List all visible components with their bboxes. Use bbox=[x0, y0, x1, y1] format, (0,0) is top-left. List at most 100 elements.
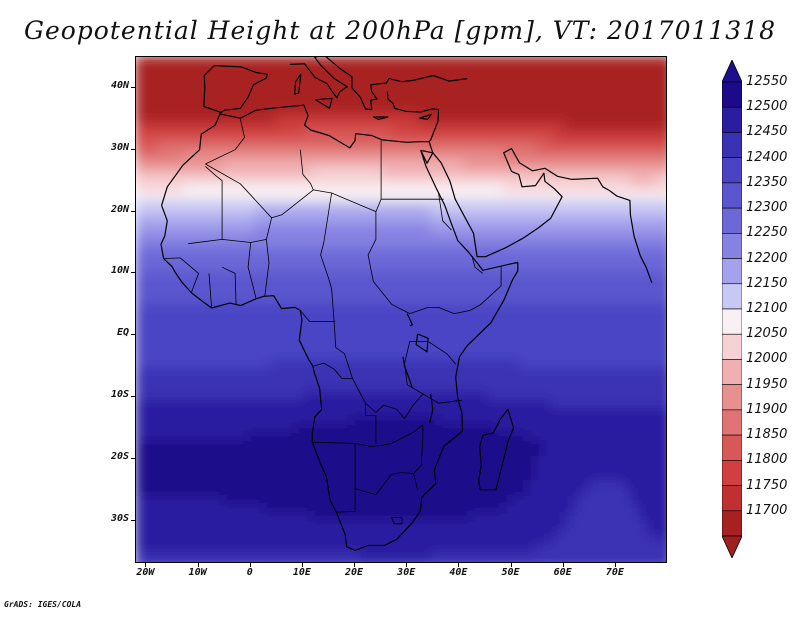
coastline-segment bbox=[386, 91, 440, 143]
coastline-segment bbox=[294, 73, 302, 95]
lon-tick-label: 50E bbox=[501, 567, 520, 578]
colorbar-swatch bbox=[722, 132, 742, 158]
country-border bbox=[354, 472, 414, 496]
coastline-segment bbox=[203, 65, 268, 114]
colorbar-level-label: 12150 bbox=[746, 275, 788, 291]
colorbar-swatch bbox=[722, 233, 742, 259]
coastline-segment bbox=[315, 97, 333, 109]
coastline-segment bbox=[325, 57, 402, 111]
coastline-segment bbox=[373, 116, 389, 121]
lon-tick-mark bbox=[145, 563, 147, 567]
lon-tick-label: 20W bbox=[136, 567, 155, 578]
lon-tick-mark bbox=[562, 563, 564, 567]
coastline-segment bbox=[406, 313, 413, 327]
lat-tick-label: 30N bbox=[110, 141, 129, 153]
lon-tick-label: 70E bbox=[605, 567, 624, 578]
lat-tick-mark bbox=[131, 148, 135, 150]
lon-tick-mark bbox=[354, 563, 356, 567]
colorbar-level-label: 12100 bbox=[746, 301, 788, 316]
country-border bbox=[365, 403, 377, 444]
colorbar-level-label: 12250 bbox=[746, 225, 788, 241]
country-border bbox=[299, 310, 336, 323]
colorbar bbox=[722, 60, 742, 558]
geopotential-field-map bbox=[136, 57, 666, 562]
country-border bbox=[205, 118, 245, 165]
lon-tick-mark bbox=[249, 563, 251, 567]
colorbar-level-label: 12350 bbox=[746, 174, 788, 190]
country-border bbox=[313, 362, 353, 379]
lon-tick-label: 30E bbox=[397, 567, 416, 578]
lon-tick-mark bbox=[458, 563, 460, 567]
colorbar-swatch bbox=[722, 106, 742, 133]
coastline-segment bbox=[419, 113, 432, 121]
lon-tick-label: 10E bbox=[292, 567, 311, 578]
lat-tick-mark bbox=[131, 334, 135, 336]
colorbar-level-label: 12450 bbox=[746, 124, 788, 140]
colorbar-level-label: 12400 bbox=[746, 149, 788, 165]
country-border bbox=[221, 266, 237, 305]
lon-tick-mark bbox=[197, 563, 199, 567]
country-border bbox=[320, 192, 405, 419]
country-border bbox=[163, 257, 199, 293]
colorbar-swatch bbox=[722, 333, 742, 360]
colorbar-swatch bbox=[722, 308, 742, 335]
colorbar-level-label: 11700 bbox=[746, 502, 788, 518]
colorbar-swatch bbox=[722, 460, 742, 486]
lon-tick-label: 60E bbox=[553, 567, 572, 578]
colorbar-top-arrow bbox=[722, 60, 742, 83]
country-border bbox=[472, 257, 484, 274]
coastline-segment bbox=[420, 147, 653, 283]
country-border bbox=[404, 340, 457, 395]
colorbar-level-label: 12050 bbox=[746, 326, 788, 342]
colorbar-swatch bbox=[722, 283, 742, 310]
lon-tick-mark bbox=[301, 563, 303, 567]
lat-tick-label: 40N bbox=[110, 79, 129, 91]
colorbar-level-label: 11850 bbox=[746, 427, 788, 443]
country-border bbox=[208, 273, 212, 309]
coastline-segment bbox=[401, 74, 468, 83]
grads-credit: GrADS: IGES/COLA bbox=[4, 600, 82, 609]
colorbar-swatch bbox=[722, 384, 742, 411]
map-title: Geopotential Height at 200hPa [gpm], VT:… bbox=[23, 16, 777, 45]
country-border bbox=[205, 166, 223, 240]
lon-tick-mark bbox=[510, 563, 512, 567]
colorbar-swatch bbox=[722, 485, 742, 512]
colorbar-level-label: 11950 bbox=[746, 376, 788, 392]
coastline-segment bbox=[160, 104, 519, 551]
country-border bbox=[391, 517, 403, 525]
colorbar-swatch bbox=[722, 207, 742, 234]
lat-tick-label: 10N bbox=[110, 265, 129, 277]
colorbar-swatch bbox=[722, 434, 742, 461]
map-panel bbox=[135, 56, 667, 563]
lat-tick-label: EQ bbox=[116, 327, 129, 339]
colorbar-level-label: 12550 bbox=[746, 74, 788, 89]
lat-tick-mark bbox=[131, 272, 135, 274]
colorbar-level-label: 11750 bbox=[746, 477, 788, 493]
lat-tick-mark bbox=[131, 86, 135, 88]
lon-tick-label: 40E bbox=[449, 567, 468, 578]
colorbar-swatch bbox=[722, 510, 742, 537]
lon-tick-mark bbox=[614, 563, 616, 567]
lat-tick-label: 10S bbox=[110, 389, 129, 401]
colorbar-level-label: 12500 bbox=[746, 99, 788, 115]
lon-tick-label: 10W bbox=[188, 567, 207, 578]
colorbar-level-label: 12000 bbox=[746, 351, 788, 367]
lat-tick-mark bbox=[131, 457, 135, 459]
colorbar-level-label: 11800 bbox=[746, 452, 788, 468]
colorbar-level-label: 12200 bbox=[746, 250, 788, 266]
colorbar-swatch bbox=[722, 81, 742, 108]
coastline-segment bbox=[478, 408, 515, 491]
colorbar-swatch bbox=[722, 157, 742, 184]
africa-coastline bbox=[160, 57, 653, 551]
colorbar-level-label: 12300 bbox=[746, 200, 788, 216]
coastline-segment bbox=[289, 57, 348, 99]
colorbar-swatch bbox=[722, 182, 742, 209]
lat-tick-mark bbox=[131, 396, 135, 398]
lon-tick-label: 20E bbox=[345, 567, 364, 578]
colorbar-swatch bbox=[722, 359, 742, 385]
colorbar-bottom-arrow bbox=[722, 535, 742, 558]
lon-tick-mark bbox=[406, 563, 408, 567]
lat-tick-mark bbox=[131, 210, 135, 212]
lat-tick-label: 30S bbox=[110, 512, 129, 524]
height-field-shading bbox=[136, 57, 666, 562]
